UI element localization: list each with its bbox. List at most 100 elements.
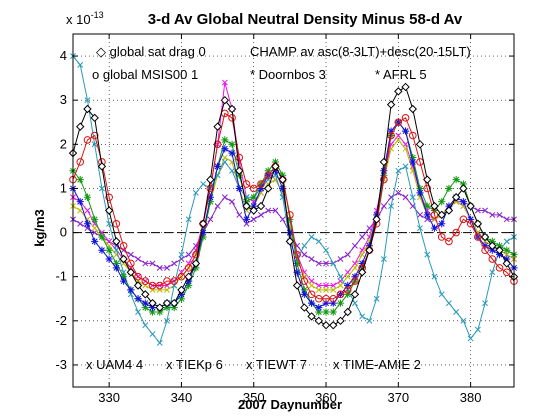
data-point-time-amie-2 [344, 251, 351, 258]
data-point-global-msis00-1 [192, 250, 200, 259]
data-point-global-sat-drag-0 [90, 113, 99, 123]
data-point-doornbos-3 [467, 215, 475, 223]
data-point-time-amie-2 [229, 198, 236, 205]
data-point-time-amie-2 [149, 260, 156, 267]
data-point-uam4-4 [164, 317, 170, 324]
data-point-uam4-4 [503, 238, 510, 245]
data-point-afrl-5 [83, 193, 92, 201]
data-point-global-sat-drag-0 [263, 184, 273, 193]
data-point-global-sat-drag-0 [292, 281, 302, 290]
data-point-uam4-4 [301, 242, 308, 249]
legend-entry-global-sat-drag: ◇ global sat drag 0 [96, 44, 206, 59]
data-point-global-sat-drag-0 [300, 303, 309, 312]
data-point-afrl-5 [488, 237, 496, 245]
data-point-tiewt-7 [323, 282, 329, 289]
data-point-global-msis00-1 [401, 114, 410, 122]
data-point-uam4-4 [135, 309, 142, 315]
x-tick-label: 360 [315, 390, 337, 405]
data-point-doornbos-3 [459, 198, 467, 206]
y-tick-label: -3 [55, 357, 67, 372]
data-point-global-msis00-1 [90, 131, 99, 140]
data-point-time-amie-2 [164, 264, 170, 271]
data-point-global-sat-drag-0 [488, 241, 497, 251]
data-point-doornbos-3 [76, 198, 84, 206]
chart-title: 3-d Av Global Neutral Density Minus 58-d… [148, 11, 463, 28]
data-point-global-sat-drag-0 [495, 246, 504, 255]
data-point-tiekp-6 [359, 251, 366, 258]
data-point-global-sat-drag-0 [285, 237, 295, 246]
data-point-uam4-4 [106, 220, 113, 227]
legend-entry-time-amie: x TIME-AMIE 2 [333, 357, 421, 372]
data-point-global-sat-drag-0 [314, 316, 324, 326]
data-point-doornbos-3 [373, 211, 381, 219]
legend-entry-tiekp: x TIEKp 6 [166, 357, 223, 372]
data-point-doornbos-3 [358, 259, 366, 268]
data-point-doornbos-3 [105, 255, 113, 263]
data-point-afrl-5 [279, 171, 287, 179]
data-point-doornbos-3 [221, 145, 229, 153]
data-point-uam4-4 [149, 331, 156, 338]
data-point-uam4-4 [77, 61, 84, 68]
legend: ◇ global sat drag 0 CHAMP av asc(8-3LT)+… [86, 44, 471, 372]
data-point-uam4-4 [424, 251, 431, 258]
data-point-afrl-5 [264, 167, 272, 175]
data-point-global-msis00-1 [322, 294, 330, 303]
data-point-global-msis00-1 [228, 114, 236, 122]
data-point-doornbos-3 [300, 290, 308, 298]
data-point-afrl-5 [76, 176, 84, 184]
data-point-global-msis00-1 [307, 290, 316, 299]
data-point-time-amie-2 [496, 211, 503, 218]
data-point-uam4-4 [84, 97, 91, 104]
y-tick-label: -1 [55, 269, 67, 284]
data-point-global-sat-drag-0 [307, 312, 316, 321]
data-point-global-msis00-1 [445, 237, 453, 246]
data-point-global-sat-drag-0 [97, 162, 107, 171]
data-point-time-amie-2 [236, 211, 243, 218]
data-point-global-sat-drag-0 [112, 237, 121, 246]
data-point-global-msis00-1 [127, 259, 135, 268]
data-point-doornbos-3 [430, 224, 439, 232]
x-tick-label: 330 [98, 390, 120, 405]
data-point-uam4-4 [438, 291, 445, 298]
data-point-uam4-4 [185, 216, 192, 223]
data-point-global-sat-drag-0 [329, 321, 338, 330]
x-tick-label: 370 [387, 390, 409, 405]
data-point-time-amie-2 [417, 211, 423, 218]
data-point-global-msis00-1 [315, 294, 323, 303]
data-point-time-amie-2 [402, 194, 409, 201]
data-point-global-msis00-1 [264, 171, 272, 179]
data-point-tiewt-7 [395, 132, 402, 139]
data-point-afrl-5 [336, 299, 345, 307]
data-point-afrl-5 [315, 308, 323, 316]
data-point-doornbos-3 [199, 228, 207, 237]
data-point-tiewt-7 [330, 282, 337, 289]
data-point-time-amie-2 [221, 194, 228, 201]
data-point-doornbos-3 [387, 127, 395, 135]
data-point-afrl-5 [445, 184, 453, 193]
data-point-global-sat-drag-0 [357, 268, 367, 277]
data-point-doornbos-3 [380, 167, 388, 175]
data-point-global-sat-drag-0 [235, 166, 244, 175]
data-point-doornbos-3 [409, 158, 417, 166]
data-point-tiewt-7 [84, 207, 91, 214]
data-point-global-sat-drag-0 [408, 104, 417, 114]
data-point-global-msis00-1 [380, 175, 388, 184]
data-point-doornbos-3 [120, 277, 128, 285]
data-point-global-msis00-1 [343, 286, 352, 294]
data-point-afrl-5 [199, 233, 207, 241]
data-point-global-sat-drag-0 [415, 140, 425, 149]
data-point-doornbos-3 [83, 220, 92, 228]
data-point-afrl-5 [170, 303, 178, 312]
data-point-uam4-4 [113, 247, 120, 254]
data-point-tiekp-6 [344, 273, 351, 280]
data-point-uam4-4 [402, 163, 409, 170]
data-point-doornbos-3 [344, 281, 352, 290]
data-point-time-amie-2 [337, 256, 344, 262]
data-point-global-sat-drag-0 [220, 95, 230, 105]
data-point-global-msis00-1 [242, 180, 251, 188]
data-point-global-sat-drag-0 [170, 298, 179, 308]
data-point-time-amie-2 [258, 211, 264, 218]
data-point-doornbos-3 [134, 295, 142, 303]
